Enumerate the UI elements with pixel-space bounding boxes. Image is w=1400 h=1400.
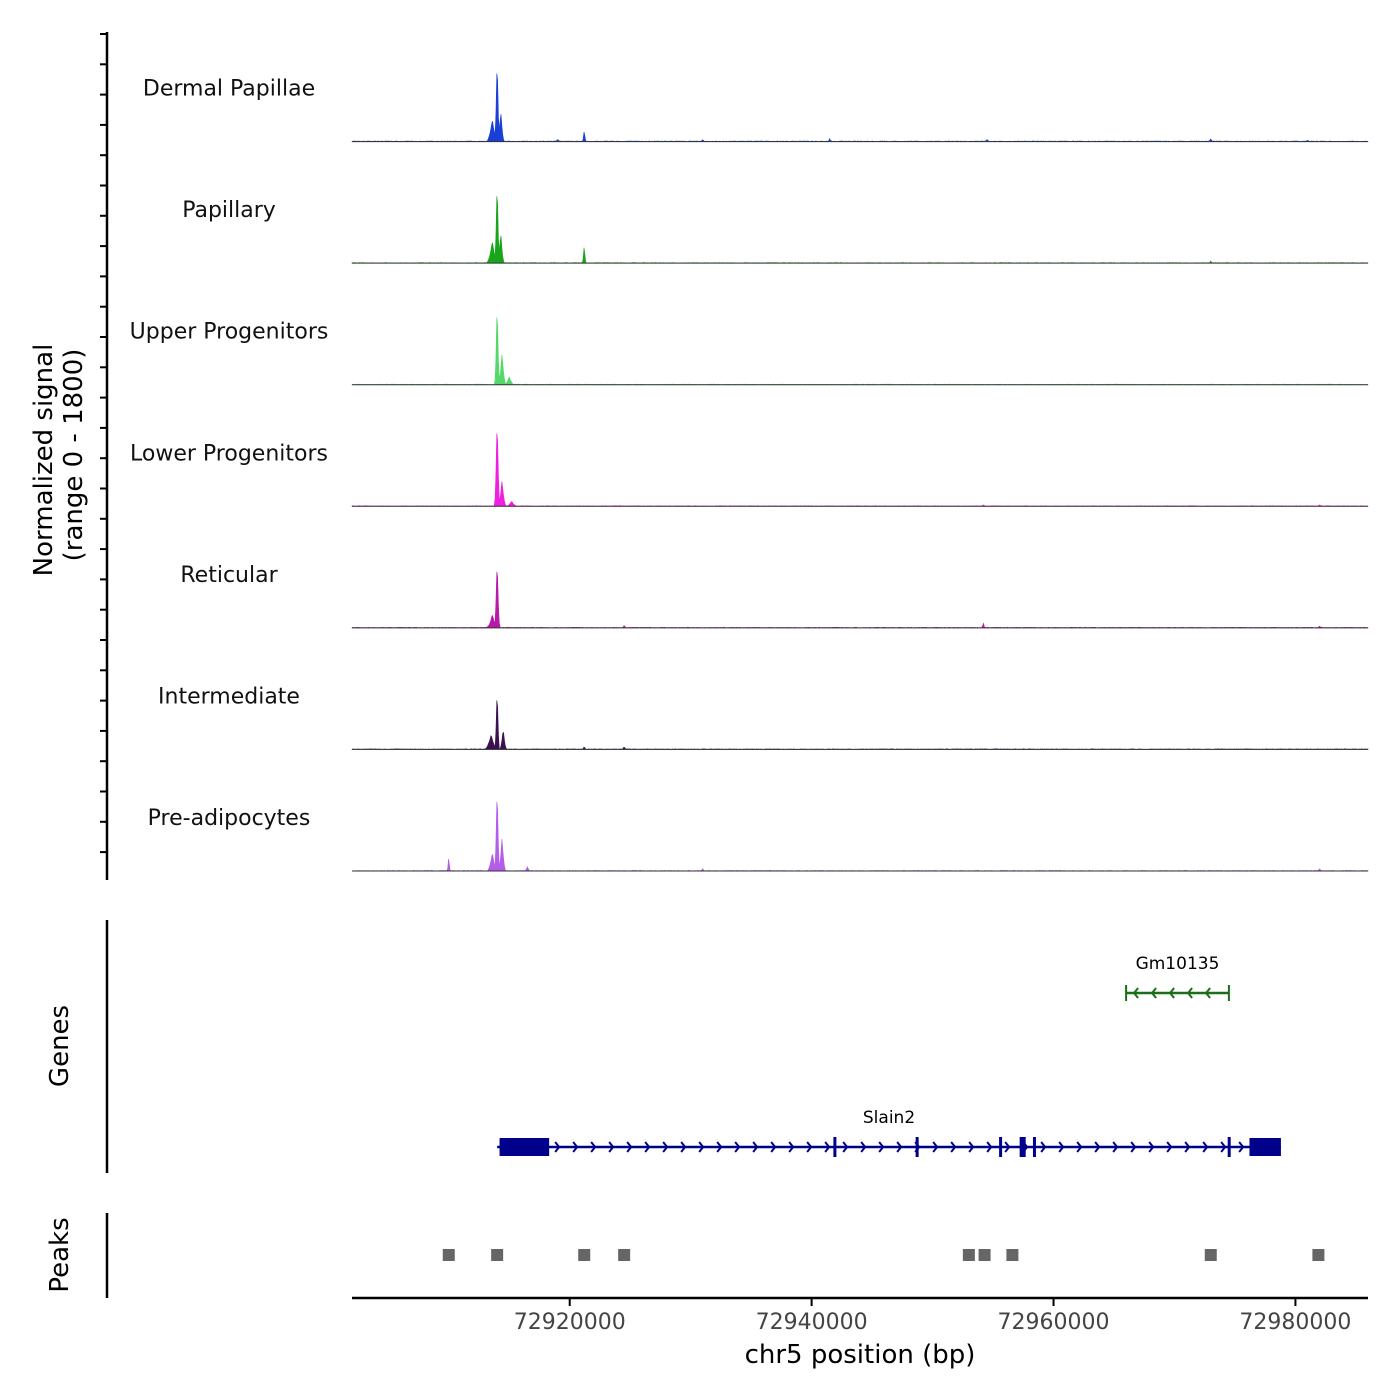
strand-chevron — [824, 1141, 831, 1153]
strand-chevron — [1040, 1141, 1047, 1153]
strand-chevron — [1132, 987, 1139, 999]
peak-region — [1204, 1249, 1217, 1261]
strand-chevron — [986, 1141, 993, 1153]
x-tick-label: 72920000 — [514, 1310, 626, 1335]
strand-chevron — [1186, 987, 1193, 999]
exon — [999, 1137, 1003, 1157]
genes-title: Genes — [45, 1005, 75, 1087]
strand-chevron — [1220, 1141, 1227, 1153]
signal-y-axis — [100, 32, 109, 880]
peak-region — [962, 1249, 975, 1261]
strand-chevron — [1238, 1141, 1245, 1153]
gene-label: Slain2 — [863, 1108, 915, 1128]
strand-chevron — [1076, 1141, 1083, 1153]
strand-chevron — [896, 1141, 903, 1153]
track-intermediate: Intermediate — [158, 684, 1369, 750]
peak-region — [978, 1249, 991, 1261]
track-dermal-papillae: Dermal Papillae — [143, 73, 1369, 143]
exon — [915, 1137, 919, 1157]
x-axis: 72920000 72940000 72960000 72980000 — [352, 1296, 1368, 1335]
x-axis-title: chr5 position (bp) — [745, 1340, 976, 1370]
track-lower-progenitors: Lower Progenitors — [130, 433, 1369, 507]
strand-chevron — [662, 1141, 669, 1153]
track-reticular: Reticular — [180, 563, 1369, 629]
track-papillary: Papillary — [182, 196, 1369, 264]
strand-chevron — [1112, 1141, 1119, 1153]
peak-region — [1312, 1249, 1325, 1261]
y-axis-title-line2: (range 0 - 1800) — [59, 349, 89, 562]
strand-chevron — [680, 1141, 687, 1153]
coverage-area — [351, 700, 1369, 750]
peak-region — [491, 1249, 504, 1261]
track-label: Reticular — [180, 563, 278, 588]
strand-chevron — [806, 1141, 813, 1153]
exon — [1227, 1137, 1231, 1157]
exon — [1249, 1138, 1281, 1156]
strand-chevron — [1058, 1141, 1065, 1153]
x-tick-label: 72940000 — [756, 1310, 868, 1335]
track-label: Intermediate — [158, 684, 300, 709]
strand-chevron — [770, 1141, 777, 1153]
strand-chevron — [752, 1141, 759, 1153]
strand-chevron — [608, 1141, 615, 1153]
strand-chevron — [968, 1141, 975, 1153]
track-label: Dermal Papillae — [143, 77, 315, 102]
strand-chevron — [842, 1141, 849, 1153]
track-label: Upper Progenitors — [130, 320, 329, 345]
strand-chevron — [554, 1141, 561, 1153]
y-axis-title-line1: Normalized signal — [29, 344, 59, 577]
strand-chevron — [734, 1141, 741, 1153]
strand-chevron — [644, 1141, 651, 1153]
peak-region — [442, 1249, 455, 1261]
track-label: Lower Progenitors — [130, 441, 328, 466]
coverage-area — [351, 73, 1369, 143]
coverage-area — [351, 801, 1369, 872]
strand-chevron — [860, 1141, 867, 1153]
strand-chevron — [950, 1141, 957, 1153]
strand-chevron — [1202, 1141, 1209, 1153]
track-label: Pre-adipocytes — [148, 806, 311, 831]
peak-region — [618, 1249, 631, 1261]
coverage-area — [351, 317, 1369, 386]
strand-chevron — [1130, 1141, 1137, 1153]
gene-gm10135: Gm10135 — [1125, 954, 1230, 1001]
strand-chevron — [572, 1141, 579, 1153]
peak-region — [578, 1249, 591, 1261]
exon — [1032, 1137, 1036, 1157]
strand-chevron — [932, 1141, 939, 1153]
gene-slain2: Slain2 — [497, 1108, 1281, 1157]
strand-chevron — [1150, 987, 1157, 999]
strand-chevron — [878, 1141, 885, 1153]
coverage-area — [351, 196, 1369, 264]
gene-label: Gm10135 — [1136, 954, 1220, 974]
strand-chevron — [1184, 1141, 1191, 1153]
coverage-area — [351, 433, 1369, 507]
exon — [1019, 1137, 1026, 1157]
strand-chevron — [1148, 1141, 1155, 1153]
strand-chevron — [1004, 1141, 1011, 1153]
strand-chevron — [626, 1141, 633, 1153]
coverage-tracks: Dermal Papillae Papillary Upper Progenitor… — [130, 73, 1369, 872]
strand-chevron — [1168, 987, 1175, 999]
strand-chevron — [1204, 987, 1211, 999]
strand-chevron — [788, 1141, 795, 1153]
peak-region — [1006, 1249, 1019, 1261]
exon — [833, 1137, 837, 1157]
track-label: Papillary — [182, 198, 276, 223]
track-pre-adipocytes: Pre-adipocytes — [148, 801, 1369, 872]
x-tick-label: 72960000 — [998, 1310, 1110, 1335]
strand-chevron — [698, 1141, 705, 1153]
gene-track: Gm10135 Slain2 — [497, 954, 1281, 1157]
coverage-area — [351, 571, 1369, 629]
strand-chevron — [716, 1141, 723, 1153]
peaks-title: Peaks — [45, 1217, 75, 1292]
track-upper-progenitors: Upper Progenitors — [130, 317, 1369, 386]
strand-chevron — [1166, 1141, 1173, 1153]
peak-track — [442, 1249, 1325, 1261]
exon — [499, 1138, 550, 1156]
strand-chevron — [590, 1141, 597, 1153]
strand-chevron — [1094, 1141, 1101, 1153]
x-tick-label: 72980000 — [1239, 1310, 1351, 1335]
